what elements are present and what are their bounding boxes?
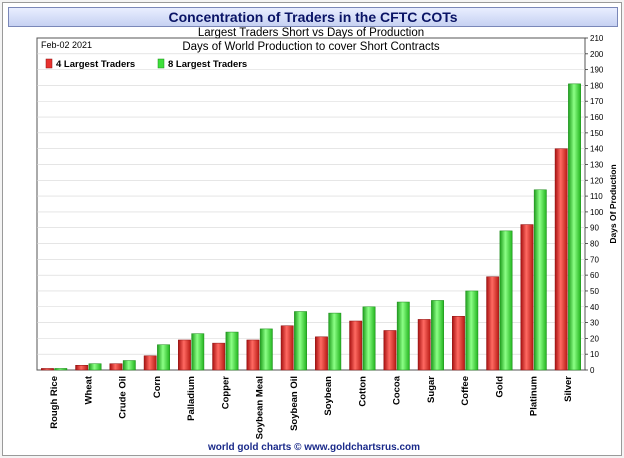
y-tick-label: 20 bbox=[590, 334, 599, 343]
bar-4-largest bbox=[554, 148, 568, 371]
bar-4-largest bbox=[417, 319, 431, 371]
bar-4-largest bbox=[246, 339, 260, 371]
bar-8-largest bbox=[499, 230, 513, 371]
x-tick-label: Coffee bbox=[460, 376, 471, 406]
x-tick-label: Silver bbox=[563, 376, 574, 402]
bar-8-largest bbox=[431, 300, 444, 371]
x-tick-label: Cotton bbox=[357, 376, 368, 407]
bar-4-largest bbox=[520, 224, 534, 371]
y-tick-label: 60 bbox=[590, 271, 599, 280]
x-tick-label: Wheat bbox=[83, 375, 94, 404]
y-tick-label: 0 bbox=[590, 366, 595, 375]
bar-4-largest bbox=[280, 325, 294, 371]
y-axis-ticks: 0 10 20 30 40 50 60 70 80 90 100 110 120 130 140 150 160… bbox=[585, 34, 604, 375]
chart-subtitle-2: Days of World Production to cover Short … bbox=[182, 41, 440, 53]
x-tick-label: Soybean Oil bbox=[289, 376, 300, 431]
bar-4-largest bbox=[178, 339, 191, 371]
y-tick-label: 70 bbox=[590, 255, 599, 264]
gridlines bbox=[37, 53, 585, 355]
bar-8-largest bbox=[533, 189, 547, 371]
x-tick-label: Corn bbox=[152, 376, 163, 398]
bar-8-largest bbox=[259, 328, 273, 371]
y-tick-label: 150 bbox=[590, 129, 604, 138]
y-tick-label: 80 bbox=[590, 240, 599, 249]
bar-8-largest bbox=[294, 311, 307, 371]
y-tick-label: 160 bbox=[590, 113, 604, 122]
bar-8-largest bbox=[225, 331, 239, 371]
bar-4-largest bbox=[349, 320, 363, 371]
bar-4-largest bbox=[212, 342, 226, 371]
bar-8-largest bbox=[191, 333, 205, 371]
bar-8-largest bbox=[54, 368, 68, 371]
bar-8-largest bbox=[88, 363, 102, 371]
x-tick-label: Soybean bbox=[323, 376, 334, 416]
bar-8-largest bbox=[157, 344, 170, 371]
x-tick-label: Gold bbox=[494, 376, 505, 398]
bar-4-largest bbox=[383, 330, 397, 371]
y-tick-label: 10 bbox=[590, 350, 599, 359]
bars bbox=[41, 83, 581, 371]
y-tick-label: 140 bbox=[590, 145, 604, 154]
y-tick-label: 120 bbox=[590, 176, 604, 185]
bar-8-largest bbox=[396, 301, 410, 371]
y-tick-label: 90 bbox=[590, 224, 599, 233]
legend-swatch-4-largest bbox=[45, 58, 53, 69]
bar-4-largest bbox=[315, 336, 328, 371]
title-bar: Concentration of Traders in the CFTC COT… bbox=[8, 7, 618, 27]
bar-8-largest bbox=[122, 360, 136, 371]
bar-8-largest bbox=[362, 306, 376, 371]
legend: 4 Largest Traders 8 Largest Traders bbox=[45, 58, 247, 70]
y-tick-label: 190 bbox=[590, 66, 604, 75]
x-tick-label: Platinum bbox=[529, 376, 540, 416]
chart-title: Concentration of Traders in the CFTC COT… bbox=[168, 9, 458, 25]
x-tick-label: Copper bbox=[220, 376, 231, 410]
bar-4-largest bbox=[143, 355, 157, 371]
y-tick-label: 130 bbox=[590, 160, 604, 169]
y-tick-label: 200 bbox=[590, 50, 604, 59]
y-tick-label: 110 bbox=[590, 192, 603, 201]
x-tick-label: Crude Oil bbox=[118, 376, 129, 419]
bar-4-largest bbox=[452, 315, 465, 371]
x-axis-labels: Rough Rice Wheat Crude Oil Corn Palladium Cop… bbox=[49, 375, 574, 439]
legend-label-4-largest: 4 Largest Traders bbox=[56, 59, 135, 70]
bar-8-largest bbox=[568, 83, 581, 371]
y-tick-label: 100 bbox=[590, 208, 604, 217]
legend-label-8-largest: 8 Largest Traders bbox=[168, 59, 247, 70]
y-tick-label: 40 bbox=[590, 303, 599, 312]
bar-8-largest bbox=[465, 290, 479, 371]
y-tick-label: 180 bbox=[590, 81, 604, 90]
date-label: Feb-02 2021 bbox=[41, 40, 92, 50]
bar-4-largest bbox=[109, 363, 123, 371]
footer-credit: world gold charts © www.goldchartsrus.co… bbox=[207, 442, 420, 453]
legend-swatch-8-largest bbox=[157, 58, 165, 69]
bar-4-largest bbox=[75, 365, 89, 371]
y-tick-label: 210 bbox=[590, 34, 604, 43]
chart-subtitle: Largest Traders Short vs Days of Product… bbox=[198, 27, 424, 39]
y-tick-label: 50 bbox=[590, 287, 599, 296]
y-tick-label: 170 bbox=[590, 97, 604, 106]
bar-4-largest bbox=[486, 276, 500, 371]
x-tick-label: Soybean Meal bbox=[255, 376, 266, 439]
bar-8-largest bbox=[328, 312, 342, 371]
x-tick-label: Palladium bbox=[186, 376, 197, 421]
y-axis-label: Days Of Production bbox=[608, 164, 618, 243]
x-tick-label: Sugar bbox=[426, 376, 437, 403]
x-tick-label: Rough Rice bbox=[49, 376, 60, 429]
x-tick-label: Cocoa bbox=[392, 375, 403, 405]
y-tick-label: 30 bbox=[590, 319, 599, 328]
bar-4-largest bbox=[41, 368, 54, 371]
